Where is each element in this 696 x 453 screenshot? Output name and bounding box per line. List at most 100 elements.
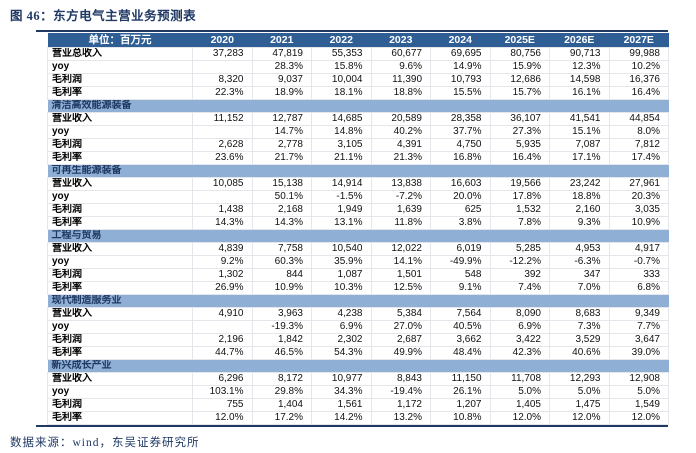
value-cell: 5,384 bbox=[370, 307, 431, 321]
value-cell: 39.0% bbox=[608, 346, 669, 360]
value-cell: 1,501 bbox=[370, 268, 431, 282]
value-cell: 60,677 bbox=[370, 47, 431, 61]
value-cell: 2,302 bbox=[311, 333, 372, 347]
section-label: 新兴成长产业 bbox=[47, 359, 669, 373]
section-label: 清洁高效能源装备 bbox=[47, 99, 669, 113]
value-cell: 41,541 bbox=[549, 112, 610, 126]
value-cell: 49.9% bbox=[370, 346, 431, 360]
section-header-row: 工程与贸易 bbox=[47, 229, 669, 243]
value-cell: 8,320 bbox=[192, 73, 253, 87]
row-label: yoy bbox=[47, 385, 193, 399]
value-cell: 14.8% bbox=[311, 125, 372, 139]
value-cell: 392 bbox=[489, 268, 550, 282]
header-row: 单位：百万元 2020 2021 2022 2023 2024 2025E 2026E 202… bbox=[47, 33, 669, 48]
value-cell: 2,687 bbox=[370, 333, 431, 347]
value-cell: 1,549 bbox=[608, 398, 669, 412]
value-cell: 3,963 bbox=[251, 307, 312, 321]
value-cell: 15.7% bbox=[489, 86, 550, 100]
value-cell: 15,138 bbox=[251, 177, 312, 191]
value-cell: 12.0% bbox=[489, 411, 550, 425]
data-source: 数据来源：wind，东吴证券研究所 bbox=[10, 437, 200, 449]
figure-title: 图 46：东方电气主营业务预测表 bbox=[10, 9, 197, 23]
value-cell: 8,683 bbox=[549, 307, 610, 321]
value-cell: 1,561 bbox=[311, 398, 372, 412]
value-cell: 14.2% bbox=[311, 411, 372, 425]
value-cell: 9.6% bbox=[370, 60, 431, 74]
value-cell: 9.1% bbox=[430, 281, 491, 295]
table-row: 毛利率 23.6% 21.7% 21.1% 21.3% 16.8% 16.4% 17.1% 17… bbox=[47, 151, 669, 165]
value-cell: 8,172 bbox=[251, 372, 312, 386]
value-cell: 4,238 bbox=[311, 307, 372, 321]
value-cell: 14.1% bbox=[370, 255, 431, 269]
value-cell: 12,022 bbox=[370, 242, 431, 256]
value-cell: 1,438 bbox=[192, 203, 253, 217]
value-cell: 8,843 bbox=[370, 372, 431, 386]
value-cell: 16,376 bbox=[608, 73, 669, 87]
value-cell: 11,150 bbox=[430, 372, 491, 386]
value-cell: 7,812 bbox=[608, 138, 669, 152]
value-cell: -1.5% bbox=[311, 190, 372, 204]
value-cell: 14,914 bbox=[311, 177, 372, 191]
row-label: 毛利率 bbox=[47, 346, 193, 360]
value-cell: 14,685 bbox=[311, 112, 372, 126]
value-cell: 4,391 bbox=[370, 138, 431, 152]
value-cell: 1,639 bbox=[370, 203, 431, 217]
table-row: 营业收入 6,296 8,172 10,977 8,843 11,150 11,708 12,… bbox=[47, 372, 669, 386]
row-label: 毛利率 bbox=[47, 86, 193, 100]
value-cell: 10,004 bbox=[311, 73, 372, 87]
value-cell: 20,589 bbox=[370, 112, 431, 126]
value-cell: 10.9% bbox=[251, 281, 312, 295]
value-cell bbox=[192, 320, 253, 334]
value-cell: 7,564 bbox=[430, 307, 491, 321]
year-header-cell: 2023 bbox=[371, 33, 431, 48]
value-cell: 60.3% bbox=[251, 255, 312, 269]
value-cell: 11,390 bbox=[370, 73, 431, 87]
row-label: 营业收入 bbox=[47, 242, 193, 256]
value-cell: 1,475 bbox=[549, 398, 610, 412]
value-cell: 27.0% bbox=[370, 320, 431, 334]
value-cell: 2,160 bbox=[549, 203, 610, 217]
value-cell: 13.1% bbox=[311, 216, 372, 230]
value-cell: -19.4% bbox=[370, 385, 431, 399]
value-cell: 12,686 bbox=[489, 73, 550, 87]
year-header-cell: 2022 bbox=[311, 33, 371, 48]
value-cell: 1,532 bbox=[489, 203, 550, 217]
value-cell: 22.3% bbox=[192, 86, 253, 100]
forecast-table: 单位：百万元 2020 2021 2022 2023 2024 2025E 2026E 202… bbox=[47, 33, 669, 425]
value-cell: 20.0% bbox=[430, 190, 491, 204]
value-cell: 15.8% bbox=[311, 60, 372, 74]
row-label: 营业收入 bbox=[47, 307, 193, 321]
value-cell: 27,961 bbox=[608, 177, 669, 191]
value-cell: 29.8% bbox=[251, 385, 312, 399]
value-cell: 34.3% bbox=[311, 385, 372, 399]
value-cell: 5,935 bbox=[489, 138, 550, 152]
value-cell: 17.4% bbox=[608, 151, 669, 165]
table-row: 营业收入 10,085 15,138 14,914 13,838 16,603 19,566… bbox=[47, 177, 669, 191]
value-cell: 625 bbox=[430, 203, 491, 217]
value-cell: 12.0% bbox=[549, 411, 610, 425]
value-cell: 3,422 bbox=[489, 333, 550, 347]
value-cell: 5,285 bbox=[489, 242, 550, 256]
value-cell: 2,778 bbox=[251, 138, 312, 152]
row-label: yoy bbox=[47, 190, 193, 204]
value-cell: 18.8% bbox=[549, 190, 610, 204]
row-label: 毛利率 bbox=[47, 216, 193, 230]
value-cell: 10.9% bbox=[608, 216, 669, 230]
value-cell: 23.6% bbox=[192, 151, 253, 165]
value-cell: 7.7% bbox=[608, 320, 669, 334]
value-cell: 1,842 bbox=[251, 333, 312, 347]
table-row: 营业总收入 37,283 47,819 55,353 60,677 69,695 80,75… bbox=[47, 47, 669, 61]
value-cell: 4,839 bbox=[192, 242, 253, 256]
table-row: yoy 9.2% 60.3% 35.9% 14.1% -49.9% -12.2% -6.3% -… bbox=[47, 255, 669, 269]
value-cell: 27.3% bbox=[489, 125, 550, 139]
value-cell: 16,603 bbox=[430, 177, 491, 191]
value-cell: 9,037 bbox=[251, 73, 312, 87]
value-cell: 755 bbox=[192, 398, 253, 412]
value-cell: 1,172 bbox=[370, 398, 431, 412]
value-cell: 12.0% bbox=[608, 411, 669, 425]
value-cell: 103.1% bbox=[192, 385, 253, 399]
value-cell: -0.7% bbox=[608, 255, 669, 269]
row-label: 毛利润 bbox=[47, 333, 193, 347]
value-cell: 14.3% bbox=[192, 216, 253, 230]
value-cell: 6,019 bbox=[430, 242, 491, 256]
